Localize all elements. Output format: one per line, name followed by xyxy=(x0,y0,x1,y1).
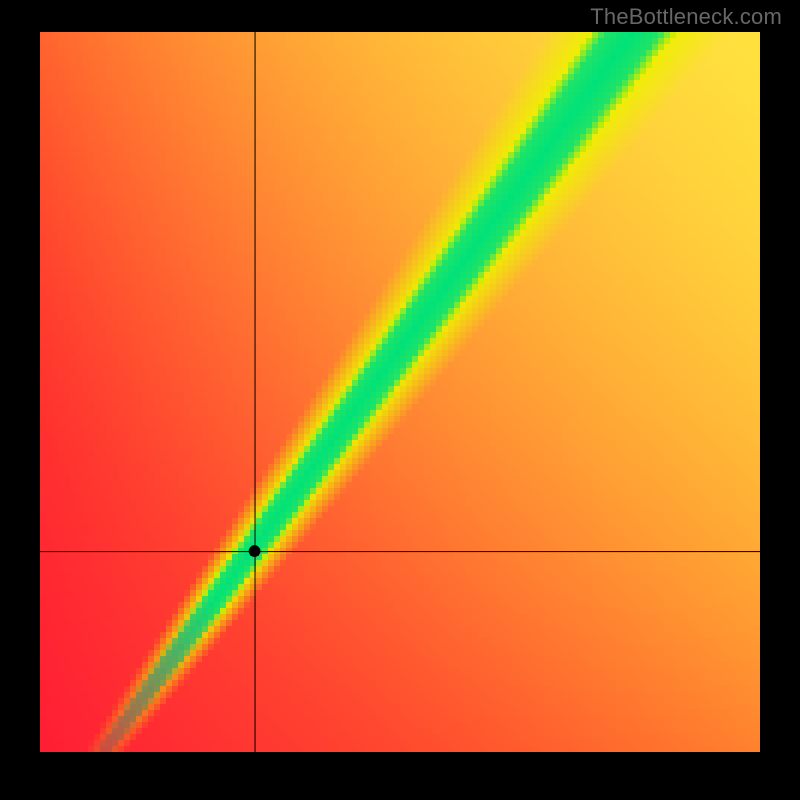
chart-container: TheBottleneck.com xyxy=(0,0,800,800)
watermark-text: TheBottleneck.com xyxy=(590,4,782,30)
bottleneck-heatmap xyxy=(40,32,760,752)
